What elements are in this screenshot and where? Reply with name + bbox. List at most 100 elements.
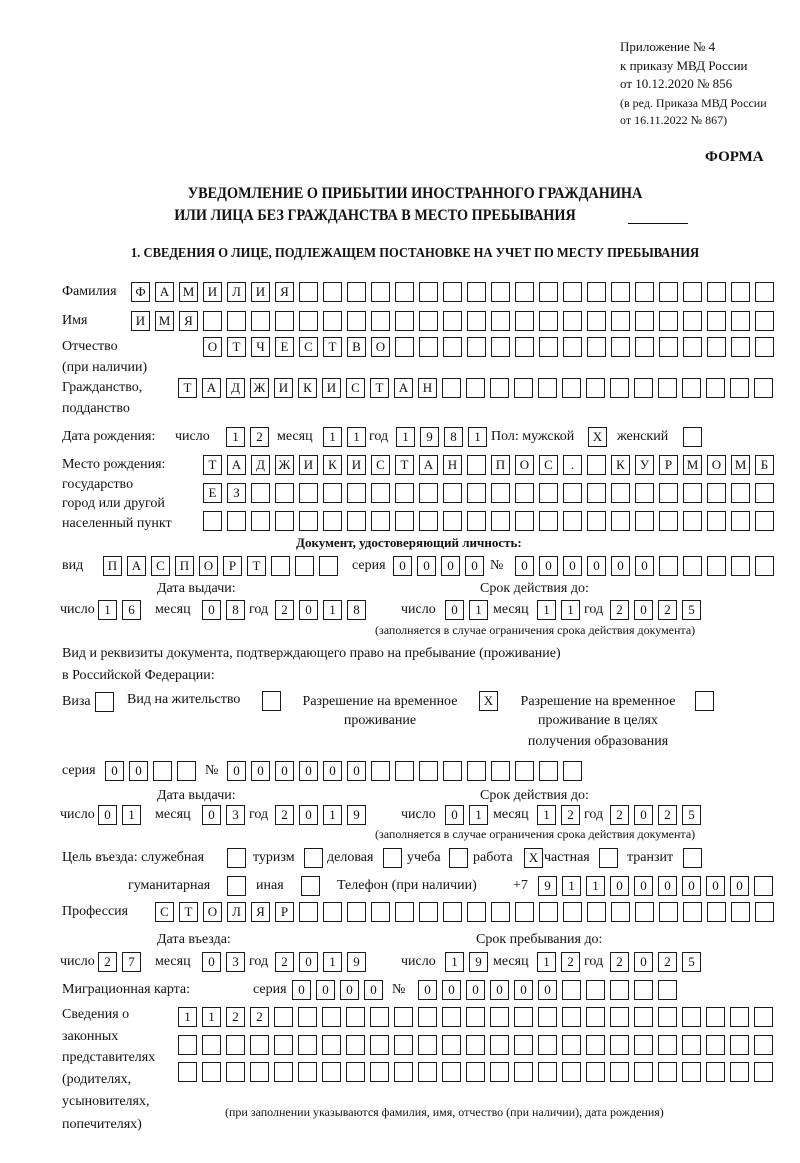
char-box[interactable] [467, 902, 486, 922]
char-box[interactable]: 0 [538, 980, 557, 1000]
char-box[interactable] [707, 511, 726, 531]
char-box[interactable]: 2 [226, 1007, 245, 1027]
char-box[interactable] [515, 902, 534, 922]
char-box[interactable] [275, 311, 294, 331]
char-box[interactable] [635, 483, 654, 503]
char-box[interactable]: Ф [131, 282, 150, 302]
char-box[interactable] [347, 511, 366, 531]
char-box[interactable] [659, 337, 678, 357]
char-box[interactable]: 0 [682, 876, 701, 896]
char-box[interactable] [466, 1035, 485, 1055]
char-box[interactable]: Т [227, 337, 246, 357]
char-box[interactable]: 0 [417, 556, 436, 576]
char-box[interactable] [731, 282, 750, 302]
char-box[interactable] [227, 311, 246, 331]
char-box[interactable] [370, 1007, 389, 1027]
char-box[interactable] [539, 902, 558, 922]
char-box[interactable]: М [155, 311, 174, 331]
char-box[interactable]: 0 [299, 761, 318, 781]
char-box[interactable] [443, 902, 462, 922]
char-box[interactable]: 0 [515, 556, 534, 576]
char-box[interactable]: 0 [465, 556, 484, 576]
char-box[interactable] [563, 282, 582, 302]
char-box[interactable] [586, 378, 605, 398]
checkbox[interactable] [227, 876, 246, 896]
char-box[interactable]: 0 [635, 556, 654, 576]
char-box[interactable]: О [203, 902, 222, 922]
char-box[interactable] [538, 1062, 557, 1082]
char-box[interactable]: . [563, 455, 582, 475]
char-box[interactable]: 0 [466, 980, 485, 1000]
char-box[interactable]: 0 [323, 761, 342, 781]
char-box[interactable]: И [251, 282, 270, 302]
char-box[interactable] [395, 483, 414, 503]
char-box[interactable] [683, 337, 702, 357]
char-box[interactable] [754, 1035, 773, 1055]
char-box[interactable] [370, 1062, 389, 1082]
char-box[interactable] [419, 311, 438, 331]
char-box[interactable] [346, 1035, 365, 1055]
char-box[interactable] [755, 282, 774, 302]
char-box[interactable] [562, 1035, 581, 1055]
char-box[interactable]: Л [227, 282, 246, 302]
char-box[interactable] [586, 980, 605, 1000]
char-box[interactable]: Т [178, 378, 197, 398]
char-box[interactable] [611, 311, 630, 331]
char-box[interactable]: К [323, 455, 342, 475]
char-box[interactable] [731, 556, 750, 576]
char-box[interactable]: 0 [347, 761, 366, 781]
char-box[interactable] [754, 1062, 773, 1082]
char-box[interactable]: 9 [469, 952, 488, 972]
char-box[interactable]: 2 [658, 952, 677, 972]
char-box[interactable]: 0 [299, 600, 318, 620]
char-box[interactable] [659, 483, 678, 503]
char-box[interactable]: 8 [226, 600, 245, 620]
char-box[interactable] [466, 378, 485, 398]
char-box[interactable]: Е [203, 483, 222, 503]
char-box[interactable] [683, 902, 702, 922]
checkbox[interactable] [383, 848, 402, 868]
char-box[interactable] [395, 282, 414, 302]
char-box[interactable] [371, 311, 390, 331]
char-box[interactable] [419, 282, 438, 302]
char-box[interactable] [443, 282, 462, 302]
char-box[interactable] [443, 311, 462, 331]
checkbox[interactable]: X [479, 691, 498, 711]
char-box[interactable] [658, 378, 677, 398]
char-box[interactable] [299, 311, 318, 331]
char-box[interactable] [466, 1007, 485, 1027]
char-box[interactable]: Т [370, 378, 389, 398]
char-box[interactable] [419, 511, 438, 531]
char-box[interactable] [298, 1035, 317, 1055]
char-box[interactable] [466, 1062, 485, 1082]
checkbox[interactable] [599, 848, 618, 868]
char-box[interactable]: 0 [634, 805, 653, 825]
checkbox[interactable] [449, 848, 468, 868]
char-box[interactable]: 1 [468, 427, 487, 447]
char-box[interactable] [659, 556, 678, 576]
char-box[interactable]: П [175, 556, 194, 576]
char-box[interactable] [563, 902, 582, 922]
char-box[interactable]: Н [418, 378, 437, 398]
char-box[interactable] [587, 902, 606, 922]
char-box[interactable] [586, 1007, 605, 1027]
char-box[interactable]: О [515, 455, 534, 475]
char-box[interactable] [371, 511, 390, 531]
char-box[interactable]: 0 [730, 876, 749, 896]
char-box[interactable] [562, 378, 581, 398]
char-box[interactable] [610, 1007, 629, 1027]
checkbox[interactable] [304, 848, 323, 868]
char-box[interactable]: 2 [658, 600, 677, 620]
char-box[interactable] [322, 1062, 341, 1082]
char-box[interactable] [539, 483, 558, 503]
char-box[interactable] [490, 378, 509, 398]
char-box[interactable] [419, 337, 438, 357]
char-box[interactable]: 1 [122, 805, 141, 825]
char-box[interactable] [418, 1007, 437, 1027]
char-box[interactable] [395, 311, 414, 331]
char-box[interactable] [707, 311, 726, 331]
char-box[interactable] [514, 378, 533, 398]
char-box[interactable] [394, 1062, 413, 1082]
char-box[interactable] [539, 311, 558, 331]
char-box[interactable]: 0 [98, 805, 117, 825]
